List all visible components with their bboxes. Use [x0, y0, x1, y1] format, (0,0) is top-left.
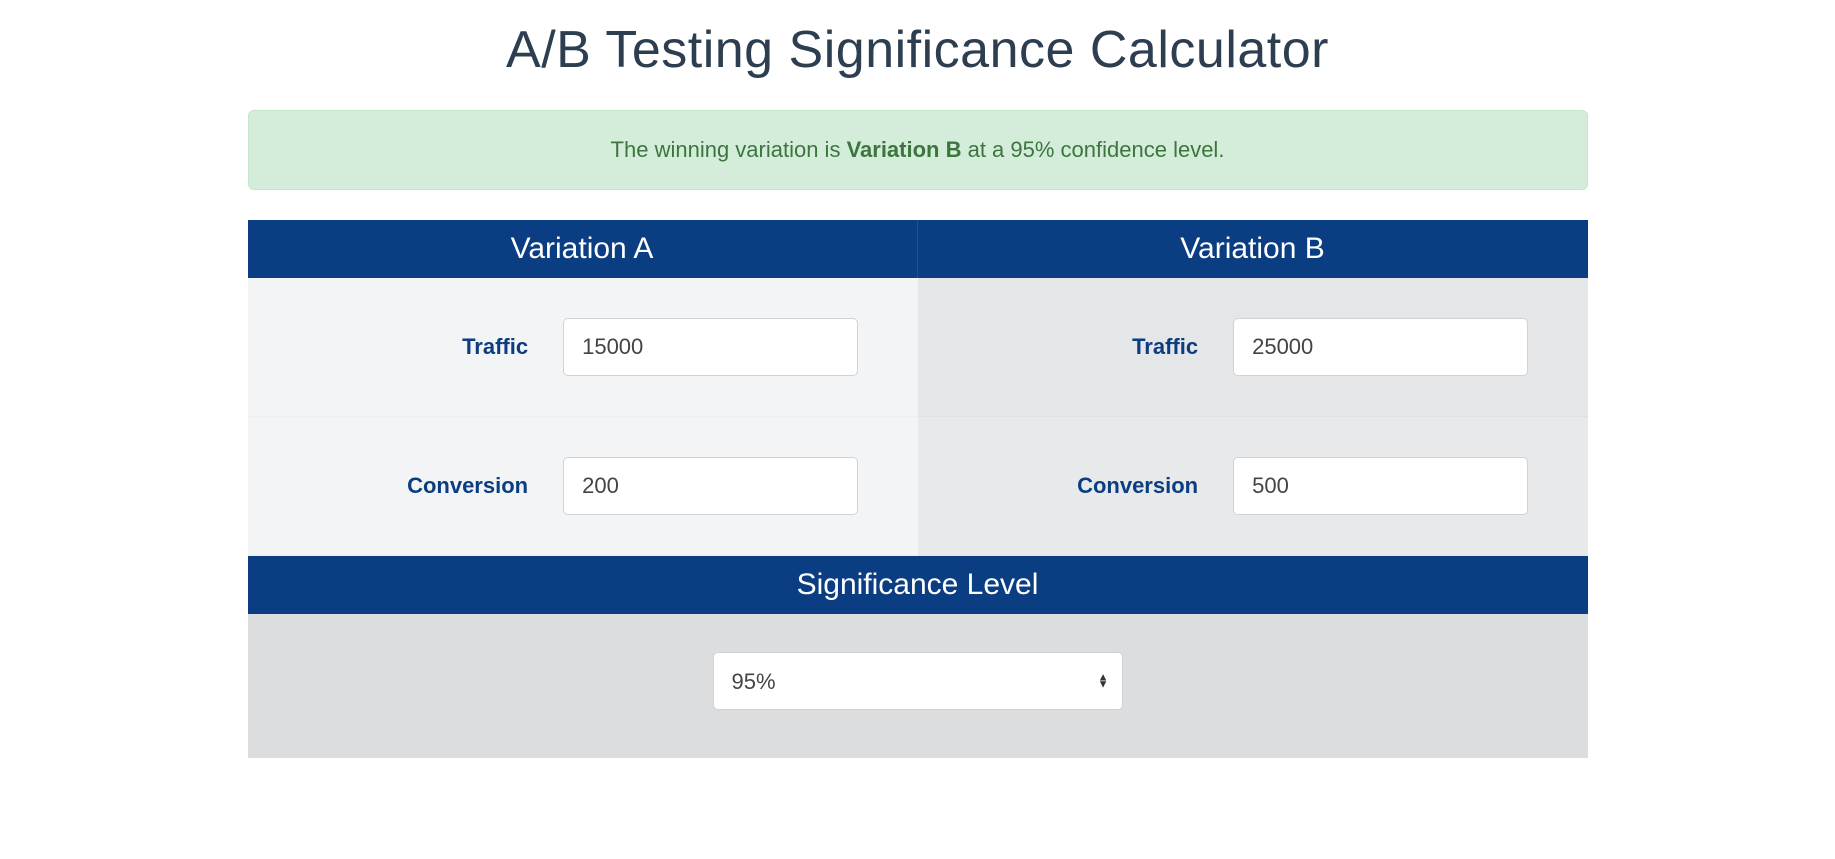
- variation-b-traffic-label: Traffic: [977, 334, 1233, 360]
- variation-b-conversion-input[interactable]: [1233, 457, 1528, 515]
- result-prefix: The winning variation is: [611, 137, 847, 162]
- result-winner: Variation B: [847, 137, 962, 162]
- variations-row: Variation A Traffic Conversion Variation…: [248, 220, 1588, 556]
- variation-a-traffic-row: Traffic: [248, 278, 918, 417]
- variation-b-conversion-row: Conversion: [918, 417, 1588, 556]
- page-title: A/B Testing Significance Calculator: [248, 20, 1588, 80]
- variation-b-column: Variation B Traffic Conversion: [918, 220, 1588, 556]
- variation-b-traffic-row: Traffic: [918, 278, 1588, 417]
- variation-a-conversion-row: Conversion: [248, 417, 918, 556]
- variation-a-header: Variation A: [248, 220, 918, 278]
- variation-a-conversion-input[interactable]: [563, 457, 858, 515]
- calculator-container: A/B Testing Significance Calculator The …: [188, 0, 1648, 758]
- result-suffix: at a 95% confidence level.: [961, 137, 1224, 162]
- variation-b-header: Variation B: [918, 220, 1588, 278]
- significance-row: 95% ▲ ▼: [248, 614, 1588, 758]
- variation-a-traffic-input[interactable]: [563, 318, 858, 376]
- significance-header: Significance Level: [248, 556, 1588, 614]
- variation-b-traffic-input[interactable]: [1233, 318, 1528, 376]
- variation-a-traffic-label: Traffic: [307, 334, 563, 360]
- variation-b-conversion-label: Conversion: [977, 473, 1233, 499]
- result-banner: The winning variation is Variation B at …: [248, 110, 1588, 190]
- significance-select[interactable]: 95%: [713, 652, 1123, 710]
- variation-a-conversion-label: Conversion: [307, 473, 563, 499]
- variation-a-column: Variation A Traffic Conversion: [248, 220, 918, 556]
- significance-select-wrap: 95% ▲ ▼: [713, 652, 1123, 710]
